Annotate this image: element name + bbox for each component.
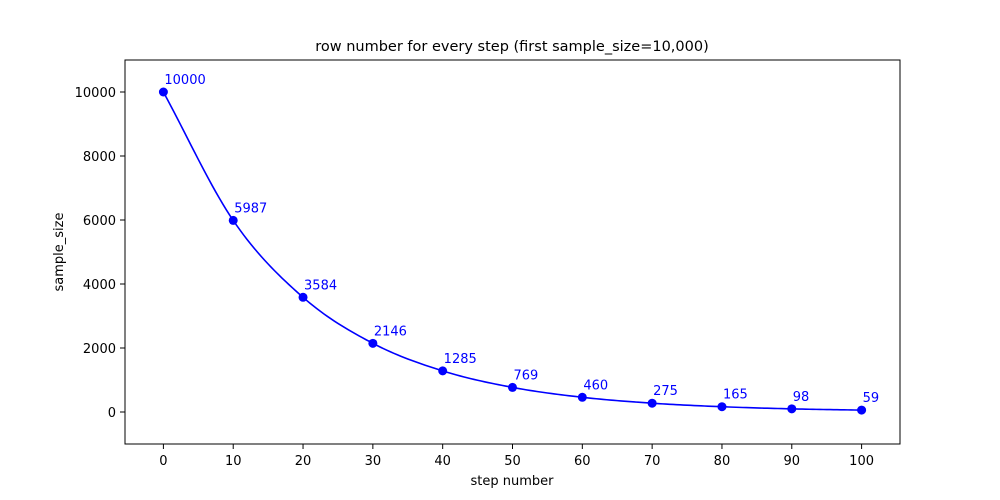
data-point [158,87,168,97]
x-tick-label: 60 [574,454,591,469]
data-point [438,366,448,376]
data-label: 10000 [164,73,205,88]
data-label: 2146 [374,324,407,339]
y-axis-label: sample_size [52,213,67,292]
x-tick-label: 80 [714,454,731,469]
data-point [647,398,657,408]
x-tick-label: 0 [159,454,167,469]
data-label: 275 [653,384,678,399]
x-tick-label: 30 [365,454,382,469]
data-label: 5987 [234,201,267,216]
data-label: 3584 [304,278,337,293]
y-tick-label: 4000 [83,278,116,293]
data-point [368,338,378,348]
data-label: 460 [583,378,608,393]
data-point [717,402,727,412]
x-tick-label: 40 [434,454,451,469]
x-tick-label: 20 [295,454,312,469]
data-label: 98 [793,390,810,405]
x-tick-label: 10 [225,454,242,469]
data-labels: 10000 5987 3584 2146 1285 769 460 275 165 98 59 [164,73,879,406]
data-label: 769 [514,368,539,383]
series-curve [162,91,862,411]
data-point [508,382,517,392]
y-tick-label: 0 [108,406,116,421]
y-axis: 0 2000 4000 6000 8000 10000 [75,86,125,421]
data-label: 165 [723,388,748,403]
x-tick-label: 50 [504,454,521,469]
x-tick-label: 90 [784,454,801,469]
x-axis: 0 10 20 30 40 50 60 70 80 90 100 [159,444,874,469]
x-tick-label: 70 [644,454,661,469]
data-point [577,392,587,402]
data-points [158,87,867,415]
data-label: 1285 [444,352,477,367]
x-axis-label: step number [471,474,555,489]
y-tick-label: 8000 [83,150,116,165]
data-point [298,292,308,302]
y-tick-label: 10000 [75,86,116,101]
data-label: 59 [863,391,880,406]
data-point [857,405,867,415]
data-point [787,404,797,414]
data-point [228,215,238,225]
chart-title: row number for every step (first sample_… [315,39,709,55]
y-tick-label: 6000 [83,214,116,229]
x-tick-label: 100 [849,454,874,469]
y-tick-label: 2000 [83,342,116,357]
